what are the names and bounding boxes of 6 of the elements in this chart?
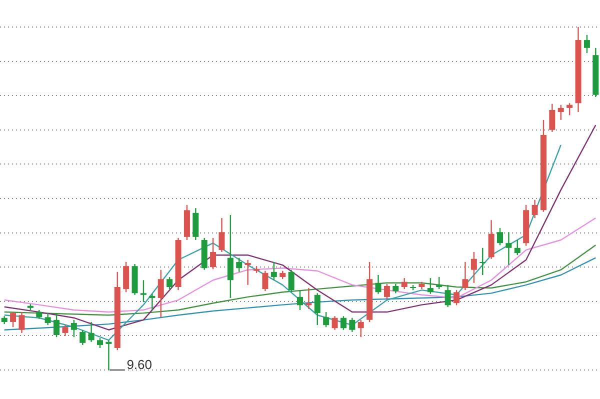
candlestick	[106, 340, 112, 370]
candlestick	[306, 288, 312, 309]
candlestick	[244, 260, 251, 285]
annotation: 9.60	[126, 357, 152, 372]
candlestick	[506, 232, 512, 266]
candlestick	[149, 294, 156, 310]
